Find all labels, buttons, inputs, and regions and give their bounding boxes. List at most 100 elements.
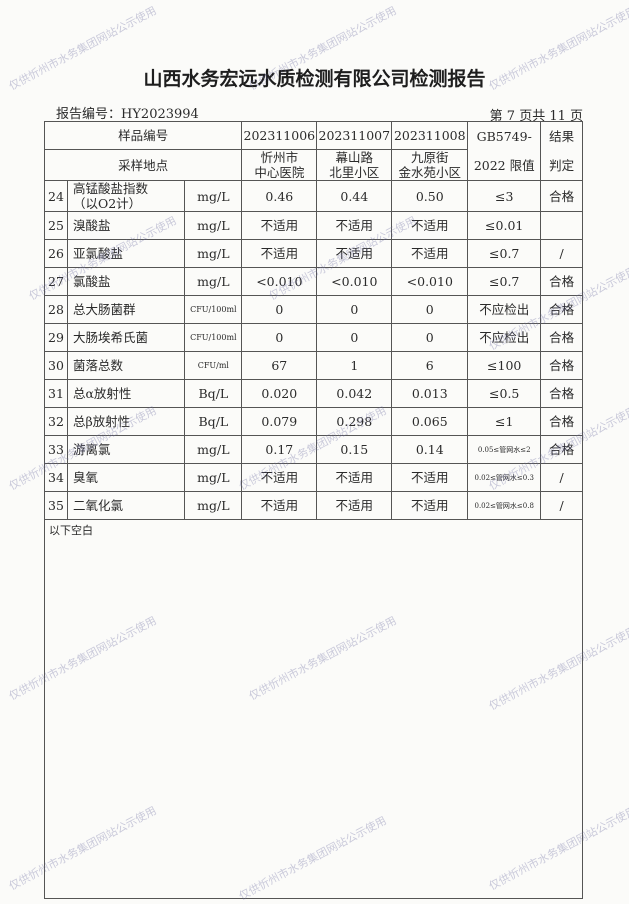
value: 不适用 xyxy=(316,491,393,520)
value: <0.010 xyxy=(241,267,318,296)
value: 0.44 xyxy=(316,180,393,212)
table-row: 28 总大肠菌群 CFU/100ml 0 0 0 不应检出 合格 xyxy=(44,295,583,324)
unit: Bq/L xyxy=(184,407,243,436)
unit: CFU/100ml xyxy=(184,323,243,352)
sample-no: 202311008 xyxy=(391,121,469,150)
row-number: 34 xyxy=(44,463,68,492)
limit: 0.05≤管网水≤2 xyxy=(467,435,542,464)
limit: ≤0.7 xyxy=(467,267,542,296)
item-name: 亚氯酸盐 xyxy=(66,239,186,268)
value: 67 xyxy=(241,351,318,380)
limit: ≤0.7 xyxy=(467,239,542,268)
value: 0 xyxy=(391,295,469,324)
table-row: 33 游离氯 mg/L 0.17 0.15 0.14 0.05≤管网水≤2 合格 xyxy=(44,435,583,464)
blank-note: 以下空白 xyxy=(44,519,583,899)
value: 0.079 xyxy=(241,407,318,436)
row-number: 28 xyxy=(44,295,68,324)
item-name: 氯酸盐 xyxy=(66,267,186,296)
result: 合格 xyxy=(540,435,583,464)
table-row: 27 氯酸盐 mg/L <0.010 <0.010 <0.010 ≤0.7 合格 xyxy=(44,267,583,296)
result-header-1: 结果 xyxy=(549,129,575,144)
table-row: 31 总α放射性 Bq/L 0.020 0.042 0.013 ≤0.5 合格 xyxy=(44,379,583,408)
table-row: 25 溴酸盐 mg/L 不适用 不适用 不适用 ≤0.01 xyxy=(44,211,583,240)
report-number: 报告编号：HY2023994 xyxy=(56,107,199,122)
table-row: 29 大肠埃希氏菌 CFU/100ml 0 0 0 不应检出 合格 xyxy=(44,323,583,352)
result-header: 结果 判定 xyxy=(540,121,583,181)
result: / xyxy=(540,463,583,492)
unit: mg/L xyxy=(184,491,243,520)
sample-no: 202311007 xyxy=(316,121,393,150)
unit: CFU/100ml xyxy=(184,295,243,324)
value: 0.298 xyxy=(316,407,393,436)
page-number: 第 7 页共 11 页 xyxy=(489,109,583,124)
table-row: 35 二氧化氯 mg/L 不适用 不适用 不适用 0.02≤管网水≤0.8 / xyxy=(44,491,583,520)
item-name: 高锰酸盐指数 （以O2计） xyxy=(66,180,186,212)
value: 不适用 xyxy=(316,239,393,268)
limit: 0.02≤管网水≤0.8 xyxy=(467,491,542,520)
result: 合格 xyxy=(540,407,583,436)
item-name: 臭氧 xyxy=(66,463,186,492)
limit-header-2: 2022 限值 xyxy=(473,158,535,173)
row-number: 33 xyxy=(44,435,68,464)
limit: ≤0.01 xyxy=(467,211,542,240)
result: / xyxy=(540,239,583,268)
value: 不适用 xyxy=(316,463,393,492)
value: 不适用 xyxy=(241,211,318,240)
unit: mg/L xyxy=(184,463,243,492)
item-name: 二氧化氯 xyxy=(66,491,186,520)
value: 0.17 xyxy=(241,435,318,464)
value: 0 xyxy=(316,323,393,352)
value: <0.010 xyxy=(316,267,393,296)
site: 九原街 金水苑小区 xyxy=(391,149,469,181)
value: 0 xyxy=(241,323,318,352)
limit: 不应检出 xyxy=(467,295,542,324)
unit: mg/L xyxy=(184,239,243,268)
value: 0 xyxy=(241,295,318,324)
result: 合格 xyxy=(540,180,583,212)
row-number: 27 xyxy=(44,267,68,296)
site: 忻州市 中心医院 xyxy=(241,149,318,181)
limit-header: GB5749- 2022 限值 xyxy=(467,121,542,181)
site-label: 采样地点 xyxy=(43,149,243,181)
table-row: 26 亚氯酸盐 mg/L 不适用 不适用 不适用 ≤0.7 / xyxy=(44,239,583,268)
row-number: 32 xyxy=(44,407,68,436)
result: 合格 xyxy=(540,323,583,352)
unit: mg/L xyxy=(184,267,243,296)
value: 不适用 xyxy=(241,239,318,268)
result: 合格 xyxy=(540,351,583,380)
row-number: 35 xyxy=(44,491,68,520)
table-row: 34 臭氧 mg/L 不适用 不适用 不适用 0.02≤管网水≤0.3 / xyxy=(44,463,583,492)
value: 0.013 xyxy=(391,379,469,408)
unit: Bq/L xyxy=(184,379,243,408)
item-name: 总α放射性 xyxy=(66,379,186,408)
row-number: 31 xyxy=(44,379,68,408)
value: 6 xyxy=(391,351,469,380)
result: / xyxy=(540,491,583,520)
unit: CFU/ml xyxy=(184,351,243,380)
table-row: 24 高锰酸盐指数 （以O2计） mg/L 0.46 0.44 0.50 ≤3 合… xyxy=(44,180,583,212)
result xyxy=(540,211,583,240)
unit: mg/L xyxy=(184,180,243,212)
value: 0.46 xyxy=(241,180,318,212)
value: 0.14 xyxy=(391,435,469,464)
table-row: 32 总β放射性 Bq/L 0.079 0.298 0.065 ≤1 合格 xyxy=(44,407,583,436)
value: 0.042 xyxy=(316,379,393,408)
value: 0.065 xyxy=(391,407,469,436)
site: 幕山路 北里小区 xyxy=(316,149,393,181)
value: 不适用 xyxy=(391,463,469,492)
value: 不适用 xyxy=(391,491,469,520)
sample-no-label: 样品编号 xyxy=(43,121,243,150)
item-name: 游离氯 xyxy=(66,435,186,464)
item-name: 菌落总数 xyxy=(66,351,186,380)
unit: mg/L xyxy=(184,211,243,240)
limit-header-1: GB5749- xyxy=(476,129,532,144)
limit: ≤1 xyxy=(467,407,542,436)
value: 0 xyxy=(316,295,393,324)
item-name: 总大肠菌群 xyxy=(66,295,186,324)
result-header-2: 判定 xyxy=(549,158,575,173)
row-number: 26 xyxy=(44,239,68,268)
limit: 0.02≤管网水≤0.3 xyxy=(467,463,542,492)
value: 不适用 xyxy=(241,491,318,520)
limit: ≤100 xyxy=(467,351,542,380)
limit: ≤3 xyxy=(467,180,542,212)
